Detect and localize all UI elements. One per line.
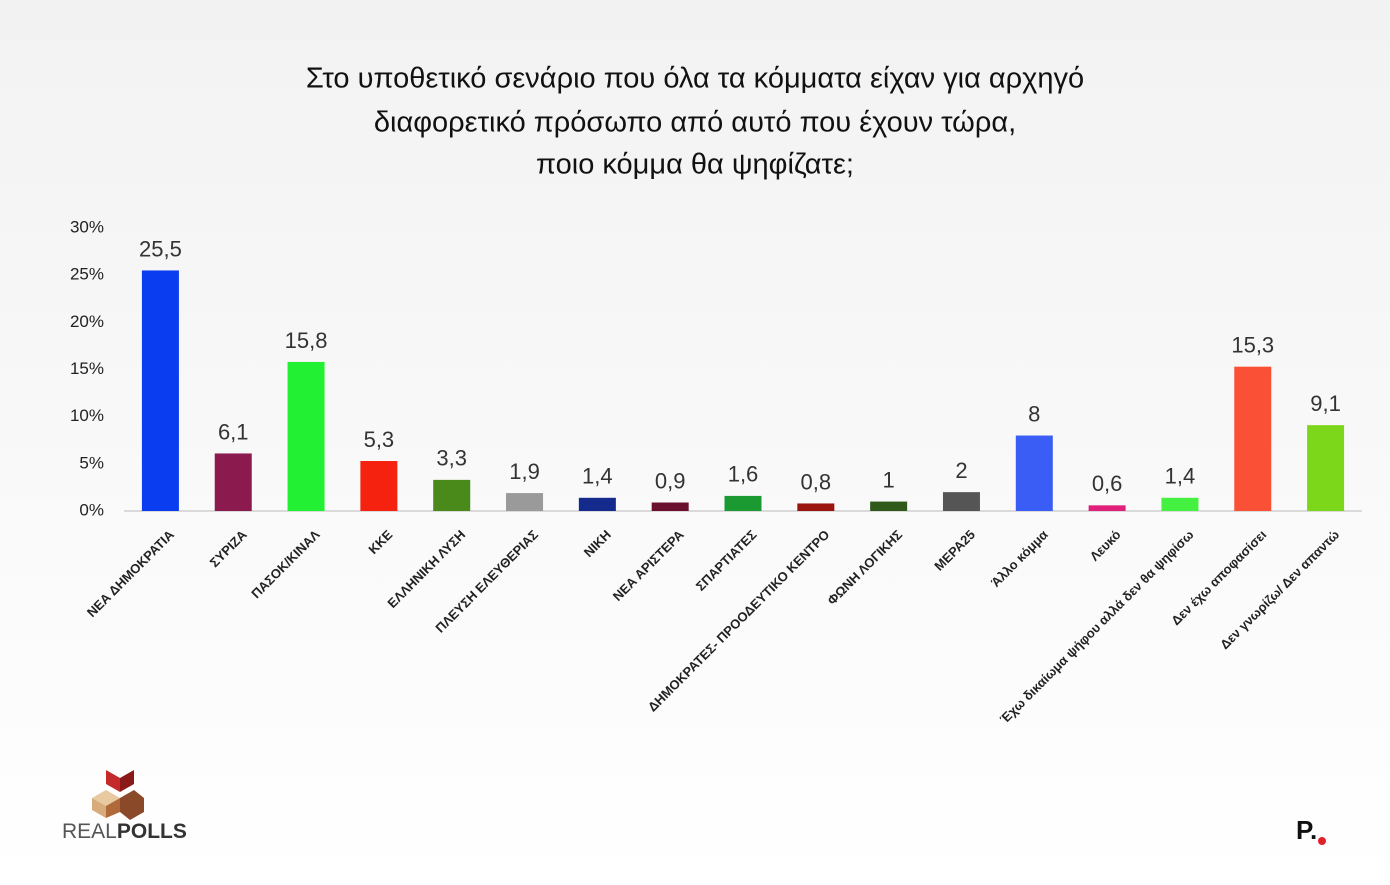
y-tick-label: 15% — [70, 359, 104, 378]
title-line: διαφορετικό πρόσωπο από αυτό που έχουν τ… — [374, 107, 1016, 139]
bar — [870, 501, 908, 511]
value-label: 15,3 — [1231, 332, 1274, 357]
corner-dot — [1318, 837, 1326, 845]
logo-light: REAL — [62, 820, 117, 843]
y-tick-label: 20% — [70, 312, 104, 331]
logo-cube — [92, 798, 106, 818]
bar — [651, 502, 689, 511]
y-tick-label: 5% — [79, 453, 104, 472]
y-tick-label: 10% — [70, 406, 104, 425]
value-label: 9,1 — [1310, 391, 1341, 416]
bar — [942, 492, 980, 511]
bar — [214, 453, 252, 511]
bar — [433, 479, 471, 511]
y-tick-label: 25% — [70, 265, 104, 284]
value-label: 3,3 — [436, 446, 467, 471]
value-label: 1,6 — [728, 462, 759, 487]
value-label: 5,3 — [364, 427, 395, 452]
title: Στο υποθετικό σενάριο που όλα τα κόμματα… — [306, 63, 1084, 181]
value-label: 1,9 — [509, 459, 540, 484]
corner-mark: P. — [1296, 815, 1317, 845]
bar — [1088, 505, 1126, 511]
title-line: Στο υποθετικό σενάριο που όλα τα κόμματα… — [306, 63, 1084, 95]
value-label: 0,8 — [801, 469, 832, 494]
bar — [1161, 497, 1199, 511]
value-label: 1,4 — [582, 464, 613, 489]
logo-text: REALPOLLS — [62, 820, 187, 843]
logo-cube — [120, 770, 134, 792]
logo-cube — [106, 798, 120, 818]
bar — [578, 497, 616, 511]
y-tick-label: 0% — [79, 500, 104, 519]
title-line: ποιο κόμμα θα ψηφίζατε; — [536, 149, 854, 181]
value-label: 2 — [955, 458, 967, 483]
bar — [506, 493, 544, 511]
y-tick-label: 30% — [70, 217, 104, 236]
value-label: 25,5 — [139, 236, 182, 261]
value-label: 6,1 — [218, 419, 249, 444]
bar — [797, 503, 835, 511]
value-label: 0,6 — [1092, 471, 1123, 496]
bar — [724, 495, 762, 511]
bar — [1234, 366, 1272, 511]
logo-cube — [106, 770, 120, 792]
logo: REALPOLLS — [62, 770, 187, 843]
value-label: 0,9 — [655, 468, 686, 493]
value-label: 8 — [1028, 401, 1040, 426]
value-label: 15,8 — [285, 328, 328, 353]
value-label: 1,4 — [1165, 464, 1196, 489]
bar — [360, 461, 398, 511]
logo-bold: POLLS — [117, 820, 187, 843]
bar — [141, 270, 179, 511]
logo-cube — [120, 790, 144, 820]
bar — [1307, 425, 1345, 511]
bar — [287, 361, 325, 511]
bar — [1015, 435, 1053, 511]
value-label: 1 — [883, 467, 895, 492]
